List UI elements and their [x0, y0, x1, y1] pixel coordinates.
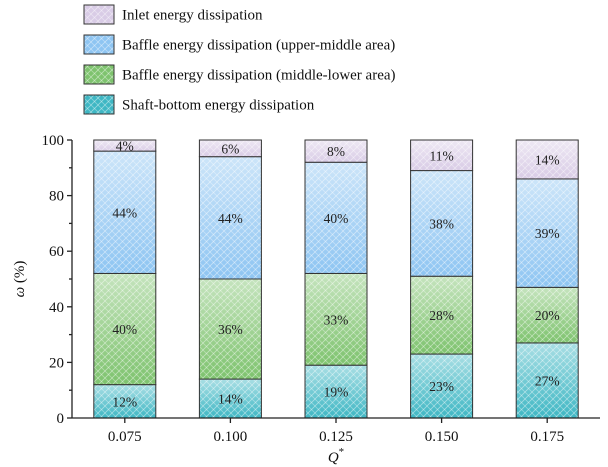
data-label: 44%: [218, 211, 243, 226]
data-label: 6%: [221, 141, 239, 156]
bar-segment-hatch: [516, 287, 579, 343]
data-label: 14%: [218, 392, 243, 407]
bar-segment-hatch: [516, 140, 579, 179]
data-label: 12%: [112, 394, 137, 409]
legend-item: Shaft-bottom energy dissipation: [83, 94, 315, 115]
data-label: 36%: [218, 322, 243, 337]
bar-segment-hatch: [93, 140, 156, 152]
legend-swatch-hatch: [84, 95, 114, 114]
data-label: 14%: [535, 152, 560, 167]
bar-segment-border: [93, 139, 157, 152]
legend-swatch-border: [83, 34, 115, 55]
x-tick-label: 0.125: [319, 429, 353, 445]
data-label: 19%: [324, 385, 349, 400]
bar-segment-hatch: [305, 140, 367, 163]
bar-segment-border: [304, 139, 368, 163]
x-axis-superscript: *: [339, 446, 345, 458]
bar-segment-hatch: [410, 354, 473, 418]
bar-segment-border: [410, 139, 474, 172]
x-axis-label: Q*: [328, 446, 344, 466]
legend-item: Baffle energy dissipation (upper-middle …: [83, 34, 395, 55]
bar-segment-hatch: [410, 140, 473, 171]
x-axis-symbol: Q: [328, 450, 339, 466]
x-tick-label: 0.075: [108, 429, 142, 445]
bar-stack: [304, 139, 368, 419]
y-tick-label: 80: [49, 189, 64, 205]
bar-stack: [410, 139, 474, 419]
legend-item: Baffle energy dissipation (middle-lower …: [83, 64, 396, 85]
bar-stack: [515, 139, 579, 419]
legend-label: Inlet energy dissipation: [122, 8, 263, 24]
y-tick-label: 60: [49, 244, 64, 260]
y-axis-symbol: ω: [12, 287, 28, 298]
bar-segment-hatch: [516, 342, 579, 418]
x-tick-label: 0.100: [214, 429, 248, 445]
bar-stack: [198, 139, 262, 419]
data-label: 4%: [116, 139, 134, 154]
bar-segment-hatch: [199, 379, 262, 418]
data-label: 8%: [327, 144, 345, 159]
bar-labels: 12% 40% 44% 4% 14% 36% 44% 6% 19% 33% 40% 8% 23% 28% 3…: [112, 139, 559, 410]
y-tick-label: 100: [42, 133, 65, 149]
legend-swatch-hatch: [84, 5, 114, 24]
data-label: 40%: [112, 322, 137, 337]
data-label: 33%: [324, 312, 349, 327]
legend-swatch-hatch: [84, 65, 114, 84]
data-label: 40%: [324, 211, 349, 226]
bar-segment-hatch: [199, 279, 262, 380]
bar-segment-border: [515, 139, 579, 180]
data-label: 27%: [535, 373, 560, 388]
bar-segment-hatch: [305, 273, 367, 366]
bar-stack: [93, 139, 157, 419]
legend-label: Baffle energy dissipation (middle-lower …: [122, 68, 396, 84]
bar-segment-hatch: [199, 140, 262, 157]
y-tick-label: 20: [49, 355, 64, 371]
data-label: 23%: [429, 379, 454, 394]
bar-segment-hatch: [93, 273, 156, 385]
y-axis-label: ω (%): [12, 261, 28, 298]
legend-label: Baffle energy dissipation (upper-middle …: [122, 38, 395, 54]
bar-segment-hatch: [93, 384, 156, 418]
bar-segment-border: [198, 139, 262, 158]
legend-label: Shaft-bottom energy dissipation: [122, 98, 315, 114]
bar-segment-hatch: [199, 156, 262, 279]
y-axis-unit: (%): [12, 261, 28, 287]
bars: [93, 139, 579, 419]
data-label: 20%: [535, 308, 560, 323]
legend-swatch-border: [83, 64, 115, 85]
bar-segment-hatch: [93, 151, 156, 274]
x-tick-label: 0.175: [530, 429, 564, 445]
axes: 0 20 40 60 80 100 0.075 0.100 0.125 0.150 0.175 ω (…: [12, 133, 600, 466]
bar-segment-hatch: [410, 170, 473, 277]
data-label: 39%: [535, 226, 560, 241]
data-label: 38%: [429, 216, 454, 231]
data-label: 44%: [112, 205, 137, 220]
bar-segment-hatch: [516, 178, 579, 288]
legend-swatch-border: [83, 94, 115, 115]
y-tick-label: 40: [49, 300, 64, 316]
bar-segment-hatch: [305, 365, 367, 418]
data-label: 28%: [429, 308, 454, 323]
bar-segment-hatch: [410, 276, 473, 355]
x-tick-label: 0.150: [425, 429, 459, 445]
bar-segment-hatch: [305, 162, 367, 274]
legend-swatch-border: [83, 4, 115, 25]
legend-swatch-hatch: [84, 35, 114, 54]
legend: Inlet energy dissipation Baffle energy di…: [83, 4, 396, 115]
y-tick-label: 0: [57, 411, 65, 427]
legend-item: Inlet energy dissipation: [83, 4, 263, 25]
data-label: 11%: [429, 148, 453, 163]
